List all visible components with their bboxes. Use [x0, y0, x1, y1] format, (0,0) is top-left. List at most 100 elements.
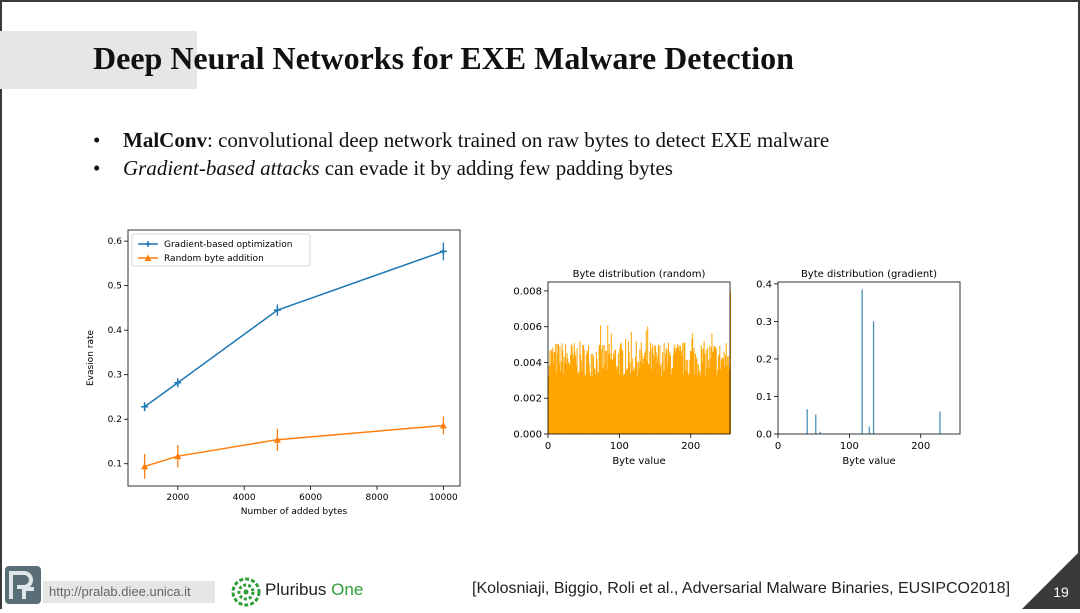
histogram-bar	[725, 354, 727, 434]
histogram-bar	[557, 344, 560, 434]
histogram-bar	[622, 350, 624, 434]
histogram-bar	[612, 353, 614, 434]
pluribus-one-logo-icon	[230, 576, 262, 613]
histogram-bar	[705, 349, 707, 434]
histogram-bar	[630, 331, 632, 434]
histogram-bar	[668, 355, 670, 434]
histogram-bar	[717, 369, 719, 434]
histogram-bar	[712, 351, 714, 434]
histogram-bar	[556, 343, 558, 434]
histogram-bar	[722, 358, 724, 434]
histogram-bar	[695, 353, 697, 434]
histogram-bar	[662, 370, 664, 434]
histogram-bar	[637, 361, 639, 434]
histogram-bar	[675, 348, 677, 434]
histogram-bar	[727, 356, 729, 434]
legend-label: Random byte addition	[164, 254, 264, 264]
y-tick-label: 0.3	[756, 317, 772, 328]
histogram-bar	[861, 289, 863, 434]
histogram-bar	[675, 352, 677, 434]
histogram-bar	[701, 349, 703, 434]
x-tick-label: 0	[775, 441, 781, 452]
histogram-bar	[689, 360, 691, 434]
histogram-bar	[709, 345, 711, 434]
histogram-bar	[725, 343, 727, 434]
x-tick-label: 0	[545, 441, 551, 452]
data-point	[273, 306, 281, 314]
histogram-bar	[579, 341, 581, 434]
histogram-bar	[607, 354, 609, 434]
histogram-bar	[604, 364, 606, 434]
histogram-bar	[616, 369, 618, 434]
histogram-bar	[550, 364, 552, 434]
histogram-bar	[655, 345, 657, 434]
histogram-bar	[554, 352, 556, 434]
histogram-bar	[597, 372, 599, 434]
y-tick-label: 0.1	[756, 392, 772, 403]
x-tick-label: 6000	[299, 493, 322, 503]
histogram-bar	[597, 372, 599, 434]
histogram-bar	[564, 361, 566, 434]
histogram-bar	[650, 369, 652, 434]
histogram-bar	[707, 360, 709, 434]
histogram-bar	[636, 361, 638, 434]
histogram-bar	[552, 363, 555, 434]
histogram-bar	[690, 351, 692, 434]
slide-frame-right	[1078, 0, 1080, 609]
histogram-bar	[552, 347, 554, 434]
histogram-bar	[634, 367, 636, 434]
histogram-bar	[697, 374, 699, 434]
histogram-bar	[645, 350, 647, 434]
histogram-bar	[682, 342, 684, 434]
histogram-bar	[587, 352, 589, 434]
legend-box	[131, 233, 311, 267]
bullet-dot: •	[93, 156, 101, 180]
histogram-bar	[685, 369, 687, 434]
histogram-bar	[621, 349, 623, 434]
histogram-bar	[718, 354, 720, 434]
histogram-bar	[726, 365, 728, 434]
slide-frame-top	[0, 0, 1080, 2]
histogram-bar	[710, 347, 712, 434]
histogram-bar	[649, 351, 651, 434]
histogram-bar	[641, 353, 643, 434]
histogram-bar	[713, 345, 715, 434]
histogram-bar	[698, 369, 700, 434]
histogram-bar	[549, 350, 551, 434]
histogram-bar	[720, 360, 722, 434]
histogram-bar	[643, 356, 645, 434]
histogram-bar	[664, 370, 666, 434]
histogram-bar	[613, 356, 615, 434]
histogram-bar	[652, 354, 654, 434]
histogram-bar	[642, 364, 644, 434]
histogram-bar	[659, 345, 661, 434]
histogram-bar	[615, 366, 617, 434]
histogram-bar	[666, 349, 668, 434]
histogram-bar	[605, 350, 607, 434]
histogram-bar	[699, 372, 701, 434]
histogram-bar	[690, 350, 692, 434]
brand-part-2: One	[326, 580, 364, 599]
histogram-bar	[715, 348, 717, 434]
legend-marker	[145, 241, 151, 247]
histogram-bar	[589, 372, 591, 434]
histogram-bar	[662, 351, 664, 434]
histogram-bar	[704, 353, 706, 434]
histogram-bar	[575, 364, 577, 434]
histogram-bar	[577, 373, 579, 434]
histogram-bar	[730, 290, 732, 434]
histogram-bar	[645, 330, 647, 434]
histogram-bar	[600, 349, 602, 434]
gradient-attacks-description: can evade it by adding few padding bytes	[319, 156, 673, 180]
y-tick-label: 0.008	[513, 286, 542, 297]
histogram-bar	[577, 372, 579, 434]
histogram-bar	[693, 348, 695, 434]
histogram-bar	[648, 364, 650, 434]
histogram-bar	[706, 367, 708, 434]
histogram-bar	[651, 348, 653, 434]
histogram-bar	[620, 344, 622, 434]
histogram-bar	[569, 364, 571, 434]
histogram-bar	[570, 354, 572, 434]
histogram-bar	[708, 367, 710, 434]
histogram-bar	[585, 354, 587, 434]
